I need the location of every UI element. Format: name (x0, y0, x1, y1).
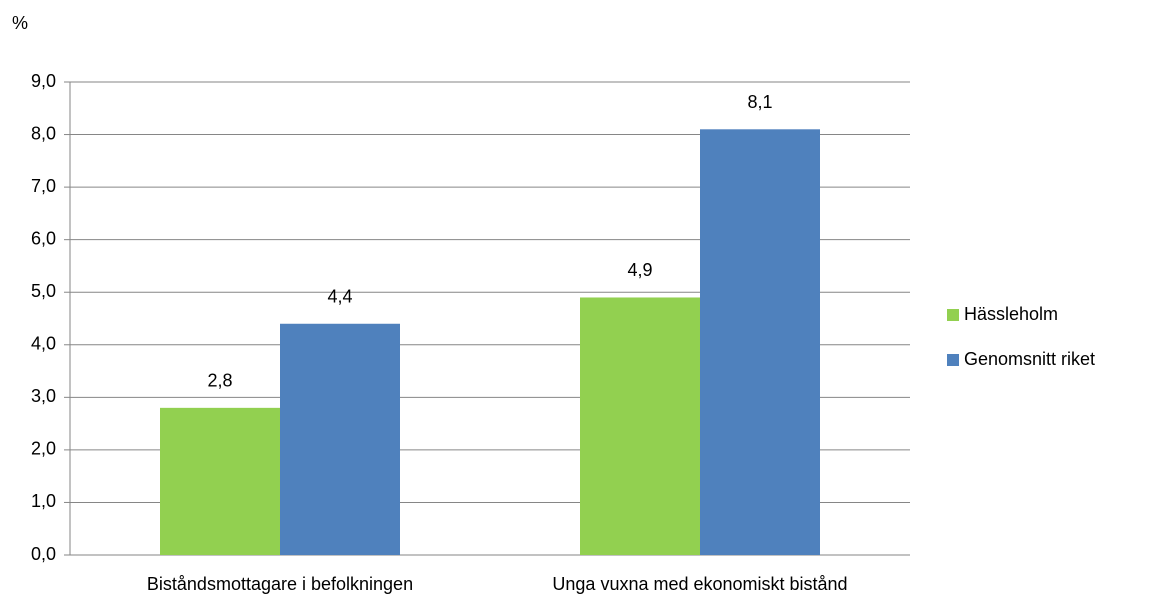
legend-label: Genomsnitt riket (964, 349, 1095, 369)
bar (160, 407, 280, 555)
y-tick-label: 7,0 (31, 176, 56, 196)
y-tick-label: 3,0 (31, 386, 56, 406)
y-tick-label: 9,0 (31, 71, 56, 91)
y-tick-label: 1,0 (31, 491, 56, 511)
y-tick-label: 6,0 (31, 228, 56, 248)
bar (280, 323, 400, 555)
data-label: 2,8 (207, 371, 232, 391)
x-tick-label: Unga vuxna med ekonomiskt bistånd (552, 574, 847, 594)
x-tick-label: Biståndsmottagare i befolkningen (147, 574, 413, 594)
legend-swatch (947, 309, 959, 321)
bar (700, 129, 820, 556)
y-tick-label: 4,0 (31, 334, 56, 354)
y-tick-label: 0,0 (31, 544, 56, 564)
data-label: 4,9 (627, 260, 652, 280)
data-label: 4,4 (327, 287, 352, 307)
legend-label: Hässleholm (964, 304, 1058, 324)
bar (580, 297, 700, 555)
legend-swatch (947, 354, 959, 366)
y-axis-unit: % (12, 13, 28, 33)
y-tick-label: 2,0 (31, 439, 56, 459)
y-tick-label: 5,0 (31, 281, 56, 301)
data-label: 8,1 (747, 92, 772, 112)
y-tick-label: 8,0 (31, 123, 56, 143)
